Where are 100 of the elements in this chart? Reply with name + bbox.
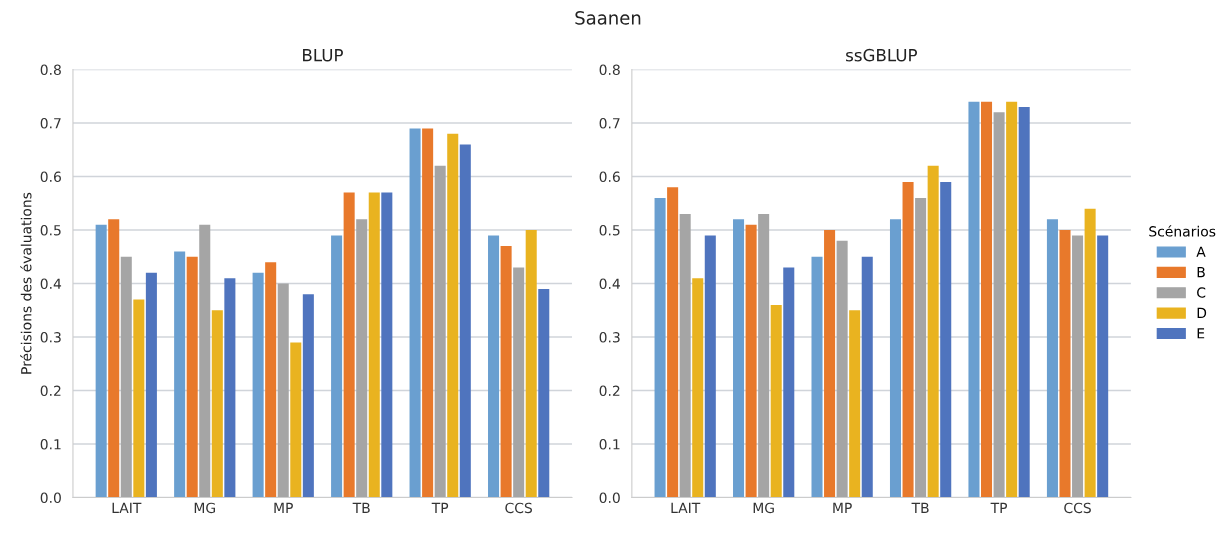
x-tick-label: TB: [352, 502, 370, 513]
y-tick-label: 0.0: [40, 492, 61, 504]
x-tick-label: MG: [194, 502, 215, 514]
bar: [733, 219, 745, 498]
bar: [927, 165, 939, 498]
y-tick-label: 0.1: [40, 439, 61, 450]
bar: [120, 256, 132, 498]
y-tick-label: 0.4: [40, 278, 62, 290]
bar: [409, 128, 421, 498]
bar: [265, 262, 277, 498]
bar: [1018, 107, 1030, 498]
bar: [224, 278, 236, 498]
bar: [513, 267, 525, 498]
legend-label: D: [1197, 307, 1207, 318]
bar: [940, 181, 952, 498]
x-tick-label: CCS: [1064, 502, 1091, 514]
bar: [1084, 208, 1096, 498]
y-tick-label: 0.8: [599, 64, 620, 76]
bar: [368, 192, 380, 498]
bar: [459, 144, 471, 498]
bar: [745, 224, 757, 498]
y-tick-label: 0.5: [40, 225, 61, 236]
y-tick-label: 0.6: [40, 171, 61, 183]
bar: [381, 192, 393, 498]
bar: [1059, 230, 1071, 498]
bar: [1072, 235, 1084, 498]
bar: [667, 187, 679, 498]
bar: [692, 278, 704, 498]
bar: [108, 219, 120, 498]
bar: [252, 272, 264, 498]
bar: [186, 256, 198, 498]
bar: [811, 256, 823, 498]
bar: [915, 197, 927, 498]
x-tick-label: MP: [274, 502, 293, 513]
chart-title: ssGBLUP: [846, 48, 918, 62]
bar: [331, 235, 343, 498]
bar: [488, 235, 500, 498]
bar: [679, 214, 691, 498]
bar: [199, 224, 211, 498]
y-tick-label: 0.6: [599, 171, 620, 183]
bar: [1046, 219, 1058, 498]
x-tick-label: MG: [753, 502, 774, 514]
bar: [447, 133, 459, 498]
bar: [133, 299, 145, 498]
x-tick-label: TP: [431, 502, 449, 513]
y-tick-label: 0.0: [599, 492, 620, 504]
legend-label: A: [1196, 246, 1206, 257]
x-tick-label: MP: [833, 502, 852, 513]
bar: [422, 128, 434, 498]
bar: [824, 230, 836, 498]
y-tick-label: 0.2: [40, 385, 61, 397]
bar: [356, 219, 368, 498]
bar: [849, 310, 861, 498]
legend-title: Scénarios: [1149, 225, 1216, 237]
bar: [174, 251, 186, 498]
bar: [770, 304, 782, 498]
bar: [1097, 235, 1109, 498]
bar: [95, 224, 107, 498]
bar: [968, 101, 980, 498]
y-tick-label: 0.8: [40, 64, 61, 76]
bar: [500, 246, 512, 498]
bar: [302, 294, 314, 498]
y-tick-label: 0.1: [599, 439, 620, 450]
legend-label: B: [1197, 267, 1205, 278]
y-tick-label: 0.7: [40, 118, 61, 129]
bar: [783, 267, 795, 498]
y-tick-label: 0.3: [40, 332, 61, 343]
y-tick-label: 0.4: [599, 278, 620, 290]
bar: [836, 240, 848, 498]
y-tick-label: 0.2: [599, 385, 620, 397]
text: Saanen: [575, 11, 641, 25]
x-tick-label: LAIT: [112, 502, 142, 513]
y-tick-label: 0.5: [599, 225, 620, 236]
y-tick-label: 0.7: [599, 118, 620, 129]
bar: [538, 288, 550, 498]
bar: [145, 272, 157, 498]
legend-label: E: [1197, 328, 1205, 339]
bar: [343, 192, 355, 498]
bar: [704, 235, 716, 498]
bar: [211, 310, 223, 498]
bar: [525, 230, 537, 498]
bar: [1006, 101, 1018, 498]
bar: [758, 214, 770, 498]
bar: [981, 101, 993, 498]
bar: [654, 197, 666, 498]
bar: [993, 112, 1005, 498]
y-tick-label: 0.3: [599, 332, 620, 343]
bar: [889, 219, 902, 498]
x-tick-label: LAIT: [671, 502, 701, 513]
bar: [290, 342, 302, 498]
y-axis-title: Précisions des évaluations: [20, 192, 32, 374]
bar: [277, 283, 289, 498]
legend-label: C: [1197, 287, 1206, 298]
bar: [861, 256, 873, 498]
x-tick-label: TB: [911, 502, 929, 513]
chart-title: BLUP: [303, 49, 343, 62]
x-tick-label: CCS: [505, 502, 532, 514]
bar: [902, 181, 914, 498]
x-tick-label: TP: [990, 502, 1008, 513]
bar: [434, 165, 446, 498]
